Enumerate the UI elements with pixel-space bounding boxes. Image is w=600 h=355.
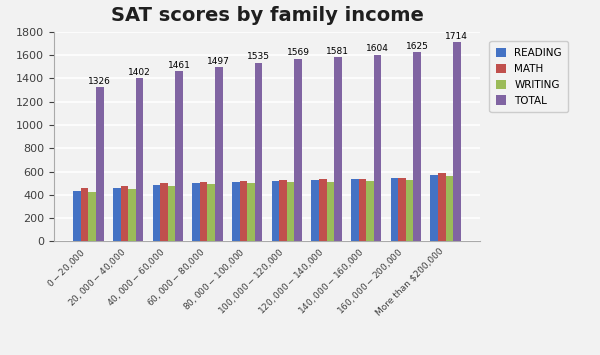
Text: 1535: 1535 — [247, 53, 270, 61]
Bar — [96, 87, 104, 241]
Text: 1569: 1569 — [287, 48, 310, 58]
Bar — [430, 175, 438, 241]
Bar — [254, 63, 262, 241]
Text: 1604: 1604 — [366, 44, 389, 53]
Title: SAT scores by family income: SAT scores by family income — [110, 6, 424, 25]
Bar — [334, 58, 341, 241]
Legend: READING, MATH, WRITING, TOTAL: READING, MATH, WRITING, TOTAL — [490, 41, 568, 112]
Bar — [413, 52, 421, 241]
Bar — [232, 182, 239, 241]
Bar — [239, 181, 247, 241]
Bar — [81, 188, 88, 241]
Bar — [88, 192, 96, 241]
Bar — [193, 183, 200, 241]
Bar — [136, 78, 143, 241]
Bar — [113, 187, 121, 241]
Bar — [272, 181, 280, 241]
Bar — [287, 182, 295, 241]
Bar — [366, 181, 374, 241]
Bar — [208, 184, 215, 241]
Bar — [153, 185, 160, 241]
Bar — [160, 183, 168, 241]
Text: 1625: 1625 — [406, 42, 428, 51]
Bar — [351, 179, 359, 241]
Bar — [73, 191, 81, 241]
Bar — [295, 59, 302, 241]
Bar — [438, 173, 446, 241]
Bar — [215, 67, 223, 241]
Text: 1402: 1402 — [128, 68, 151, 77]
Bar — [200, 182, 208, 241]
Bar — [319, 180, 326, 241]
Text: 1714: 1714 — [445, 32, 469, 40]
Bar — [168, 186, 175, 241]
Bar — [175, 71, 183, 241]
Bar — [398, 178, 406, 241]
Bar — [374, 55, 381, 241]
Bar — [406, 180, 413, 241]
Bar — [128, 189, 136, 241]
Bar — [446, 176, 453, 241]
Bar — [247, 183, 254, 241]
Bar — [453, 42, 461, 241]
Text: 1326: 1326 — [88, 77, 111, 86]
Text: 1497: 1497 — [208, 57, 230, 66]
Bar — [391, 178, 398, 241]
Bar — [326, 182, 334, 241]
Bar — [280, 180, 287, 241]
Bar — [311, 180, 319, 241]
Text: 1581: 1581 — [326, 47, 349, 56]
Bar — [121, 186, 128, 241]
Bar — [359, 179, 366, 241]
Text: 1461: 1461 — [167, 61, 191, 70]
